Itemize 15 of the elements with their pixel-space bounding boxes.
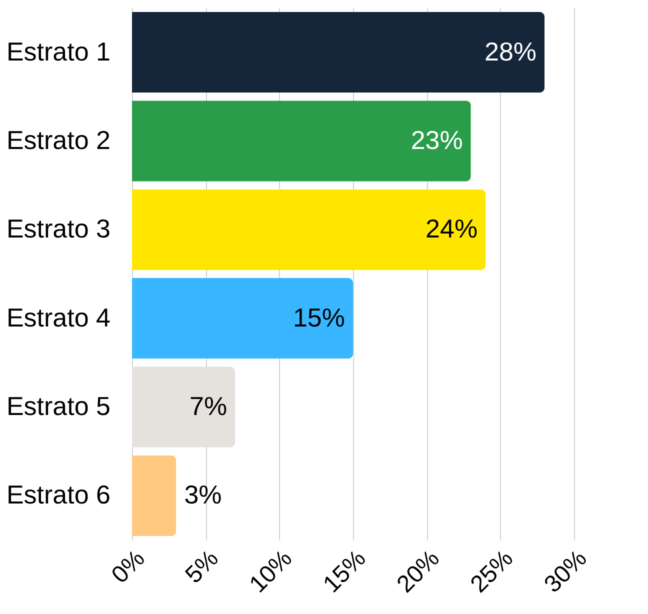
y-tick-label: Estrato 1 — [6, 36, 110, 66]
y-tick-label: Estrato 4 — [6, 302, 110, 332]
y-tick-label: Estrato 2 — [6, 125, 110, 155]
x-tick-label: 30% — [539, 545, 592, 598]
y-tick-label: Estrato 5 — [6, 391, 110, 421]
y-tick-label: Estrato 6 — [6, 480, 110, 510]
data-label: 7% — [190, 391, 228, 421]
data-label: 23% — [410, 125, 463, 155]
x-tick-label: 5% — [180, 545, 224, 589]
x-tick-label: 0% — [106, 545, 150, 589]
data-label: 24% — [426, 214, 478, 244]
data-label: 3% — [184, 480, 222, 510]
data-label: 28% — [484, 36, 537, 66]
data-label: 15% — [292, 302, 345, 332]
y-tick-label: Estrato 3 — [6, 214, 110, 244]
